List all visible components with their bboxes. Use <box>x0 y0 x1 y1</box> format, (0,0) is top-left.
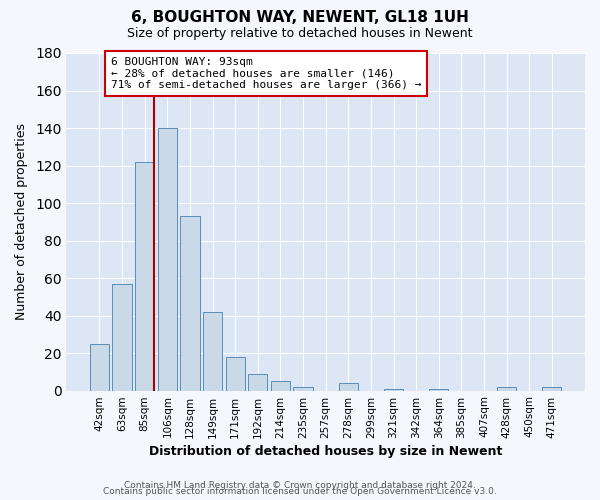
Bar <box>135 162 154 390</box>
Text: Size of property relative to detached houses in Newent: Size of property relative to detached ho… <box>127 28 473 40</box>
Bar <box>248 374 268 390</box>
Bar <box>293 387 313 390</box>
Bar <box>542 387 562 390</box>
Bar <box>429 388 448 390</box>
Y-axis label: Number of detached properties: Number of detached properties <box>15 124 28 320</box>
Bar <box>497 387 516 390</box>
Text: Contains HM Land Registry data © Crown copyright and database right 2024.: Contains HM Land Registry data © Crown c… <box>124 481 476 490</box>
Bar <box>112 284 132 391</box>
Bar <box>271 381 290 390</box>
X-axis label: Distribution of detached houses by size in Newent: Distribution of detached houses by size … <box>149 444 502 458</box>
Bar <box>90 344 109 390</box>
Bar <box>384 388 403 390</box>
Bar <box>226 357 245 390</box>
Bar <box>158 128 177 390</box>
Text: Contains public sector information licensed under the Open Government Licence v3: Contains public sector information licen… <box>103 487 497 496</box>
Text: 6 BOUGHTON WAY: 93sqm
← 28% of detached houses are smaller (146)
71% of semi-det: 6 BOUGHTON WAY: 93sqm ← 28% of detached … <box>111 57 421 90</box>
Bar <box>181 216 200 390</box>
Bar <box>203 312 222 390</box>
Bar <box>338 383 358 390</box>
Text: 6, BOUGHTON WAY, NEWENT, GL18 1UH: 6, BOUGHTON WAY, NEWENT, GL18 1UH <box>131 10 469 25</box>
